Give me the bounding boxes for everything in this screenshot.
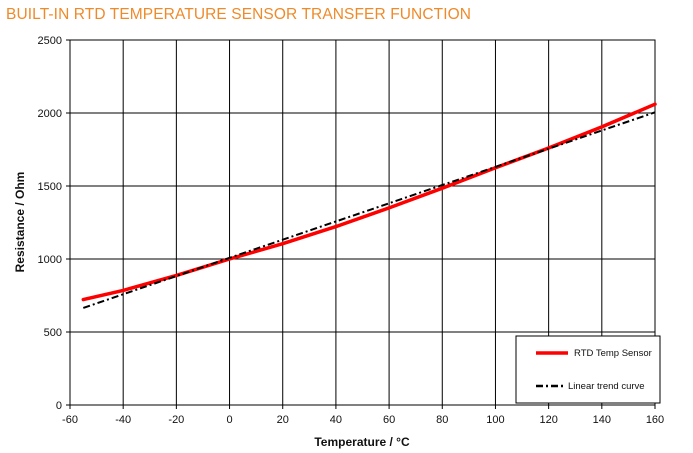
series-lines (81, 102, 657, 309)
y-tick-label: 2000 (38, 108, 62, 120)
y-tick-labels: 0 500 1000 1500 2000 2500 (38, 35, 70, 412)
y-tick-label: 2500 (38, 35, 62, 47)
legend-label-trend: Linear trend curve (568, 381, 645, 392)
x-tick-label: 160 (646, 414, 664, 426)
y-tick-label: 1000 (38, 254, 62, 266)
x-axis-label: Temperature / °C (314, 435, 410, 449)
chart-title: BUILT-IN RTD TEMPERATURE SENSOR TRANSFER… (6, 6, 472, 23)
series-line-rtd (81, 102, 657, 302)
x-tick-label: 0 (226, 414, 232, 426)
legend: RTD Temp Sensor Linear trend curve (515, 335, 661, 404)
x-tick-label: 40 (330, 414, 342, 426)
x-tick-label: 20 (277, 414, 289, 426)
y-tick-label: 1500 (38, 181, 62, 193)
series-line-trend (82, 111, 656, 309)
x-tick-label: 140 (593, 414, 611, 426)
x-tick-label: -40 (115, 414, 131, 426)
grid-lines (70, 40, 655, 405)
legend-label-rtd: RTD Temp Sensor (574, 348, 652, 359)
x-tick-label: 100 (486, 414, 504, 426)
y-axis-label: Resistance / Ohm (13, 172, 27, 273)
y-tick-label: 500 (44, 327, 62, 339)
x-tick-label: -60 (62, 414, 78, 426)
x-tick-label: 80 (436, 414, 448, 426)
x-tick-label: 60 (383, 414, 395, 426)
x-tick-label: -20 (168, 414, 184, 426)
y-tick-label: 0 (56, 400, 62, 412)
x-tick-labels: -60 -40 -20 0 20 40 60 80 100 120 140 160 (62, 405, 664, 426)
legend-box (515, 335, 661, 404)
x-tick-label: 120 (539, 414, 557, 426)
